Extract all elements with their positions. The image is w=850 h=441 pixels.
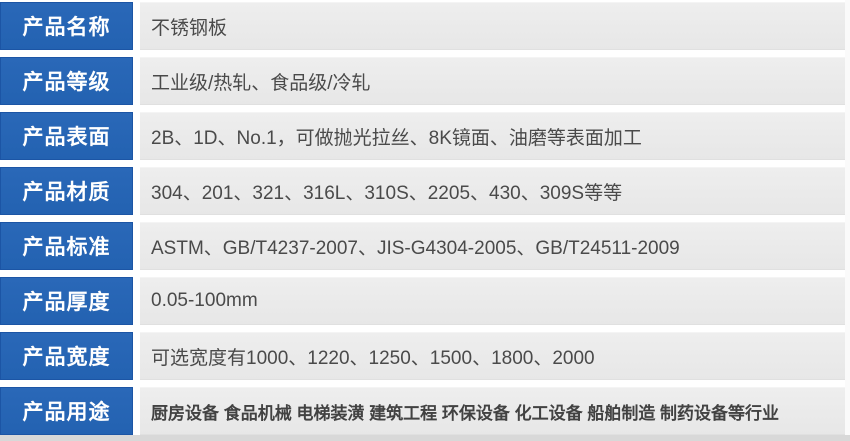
table-row: 产品宽度 可选宽度有1000、1220、1250、1500、1800、2000 — [0, 332, 850, 380]
table-row: 产品表面 2B、1D、No.1，可做抛光拉丝、8K镜面、油磨等表面加工 — [0, 112, 850, 160]
row-value: 工业级/热轧、食品级/冷轧 — [140, 57, 845, 105]
row-value: 2B、1D、No.1，可做抛光拉丝、8K镜面、油磨等表面加工 — [140, 112, 845, 160]
row-label: 产品标准 — [0, 222, 133, 270]
bottom-divider — [0, 435, 850, 441]
right-margin — [845, 0, 850, 435]
table-row: 产品等级 工业级/热轧、食品级/冷轧 — [0, 57, 850, 105]
row-label: 产品等级 — [0, 57, 133, 105]
row-label: 产品厚度 — [0, 277, 133, 325]
table-row: 产品用途 厨房设备 食品机械 电梯装潢 建筑工程 环保设备 化工设备 船舶制造 … — [0, 387, 850, 435]
table-row: 产品材质 304、201、321、316L、310S、2205、430、309S… — [0, 167, 850, 215]
table-row: 产品厚度 0.05-100mm — [0, 277, 850, 325]
row-label: 产品宽度 — [0, 332, 133, 380]
row-label: 产品用途 — [0, 387, 133, 435]
table-row: 产品名称 不锈钢板 — [0, 2, 850, 50]
row-value: 厨房设备 食品机械 电梯装潢 建筑工程 环保设备 化工设备 船舶制造 制药设备等… — [140, 387, 845, 435]
row-value: ASTM、GB/T4237-2007、JIS-G4304-2005、GB/T24… — [140, 222, 845, 270]
row-value: 不锈钢板 — [140, 2, 845, 50]
row-value: 304、201、321、316L、310S、2205、430、309S等等 — [140, 167, 845, 215]
row-label: 产品名称 — [0, 2, 133, 50]
row-label: 产品材质 — [0, 167, 133, 215]
row-value: 可选宽度有1000、1220、1250、1500、1800、2000 — [140, 332, 845, 380]
row-label: 产品表面 — [0, 112, 133, 160]
row-value: 0.05-100mm — [140, 277, 845, 325]
table-row: 产品标准 ASTM、GB/T4237-2007、JIS-G4304-2005、G… — [0, 222, 850, 270]
